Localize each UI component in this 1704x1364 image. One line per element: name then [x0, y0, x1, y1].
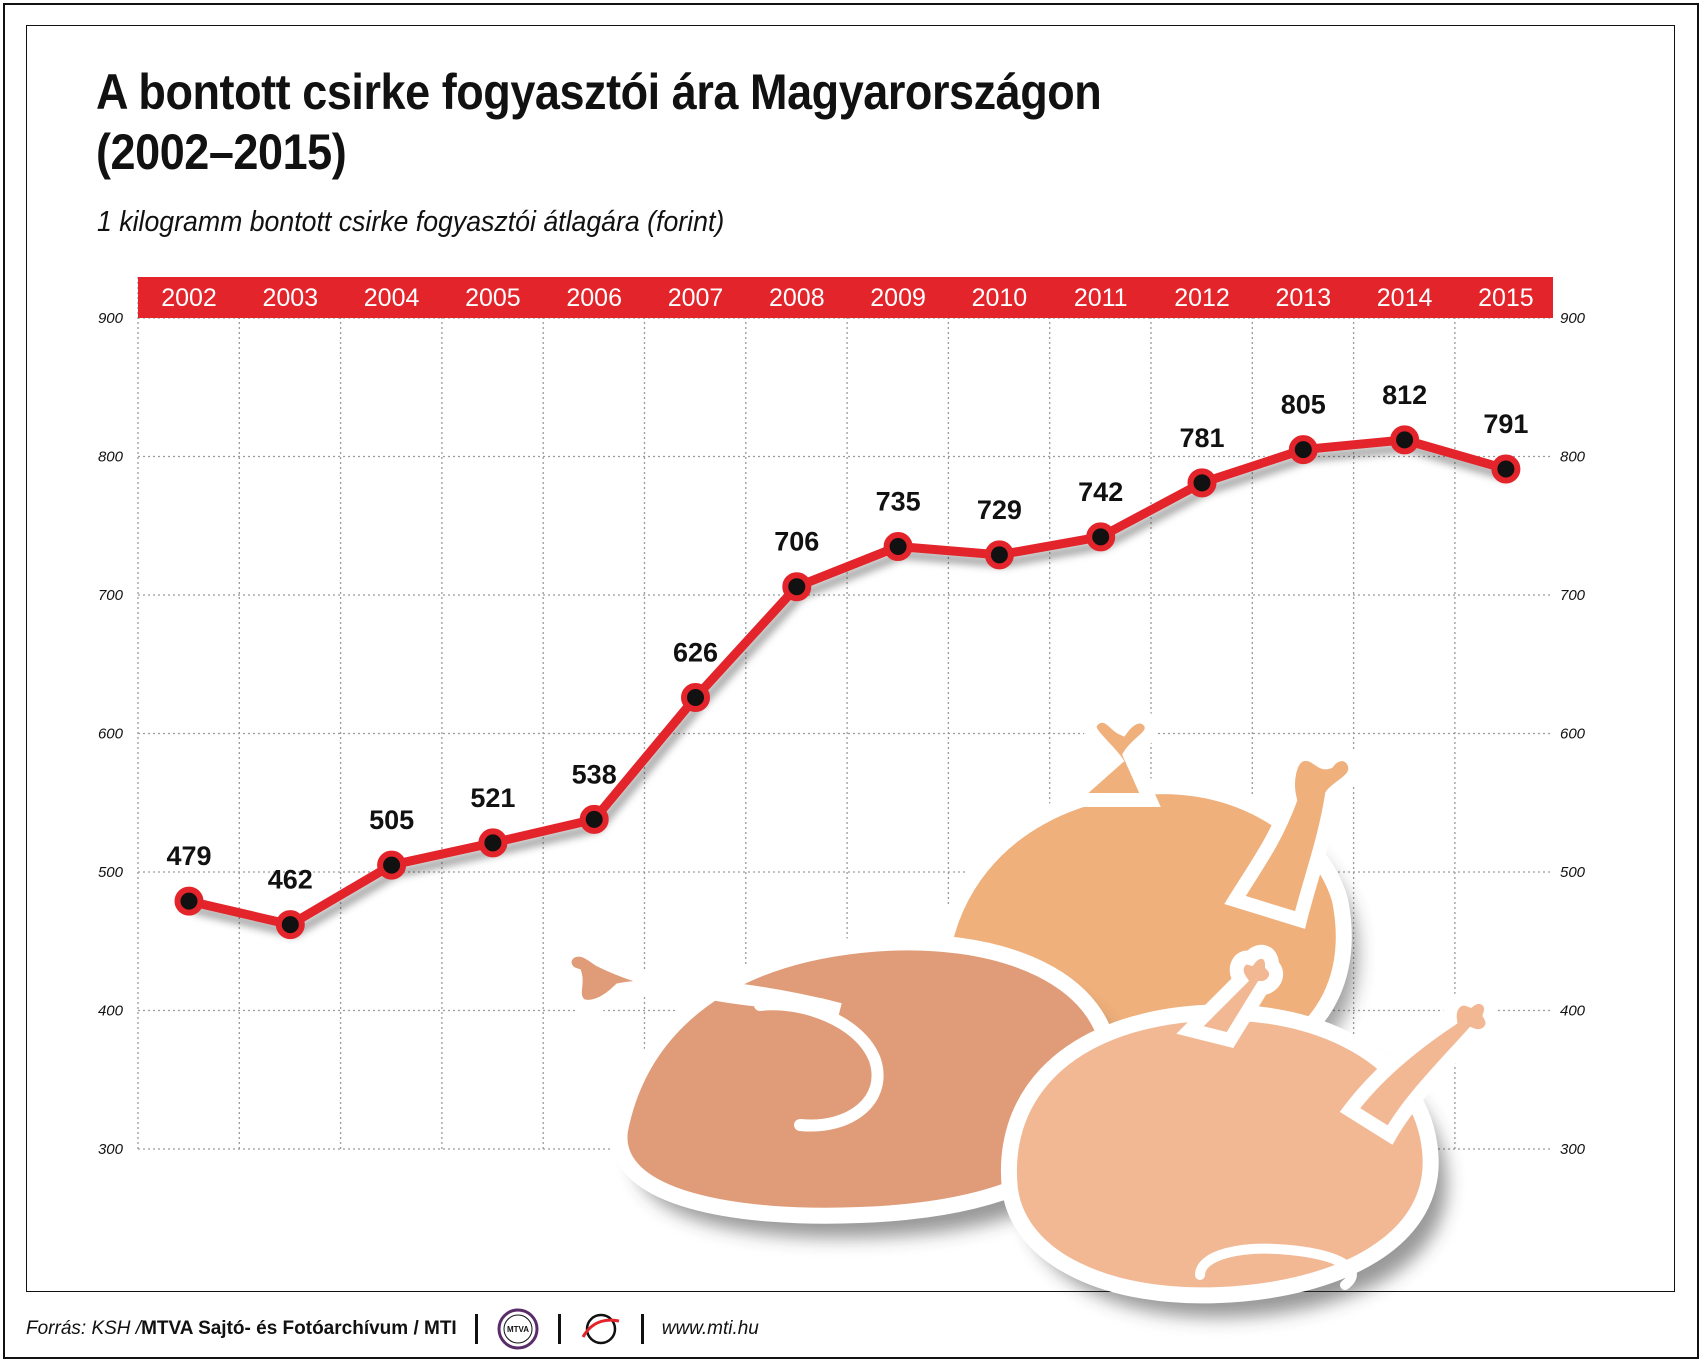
y-tick-label-right: 500 — [1560, 864, 1586, 881]
source-url[interactable]: www.mti.hu — [661, 1318, 759, 1339]
data-label: 626 — [673, 637, 718, 667]
year-band — [138, 277, 1553, 318]
y-tick-label-right: 400 — [1560, 1003, 1586, 1020]
y-tick-label-right: 700 — [1560, 587, 1586, 604]
x-tick-label: 2012 — [1174, 284, 1230, 312]
data-label: 505 — [369, 805, 414, 835]
x-tick-label: 2006 — [566, 284, 622, 312]
outer-frame — [3, 3, 1699, 1359]
mti-logo-icon — [581, 1313, 620, 1345]
data-label: 805 — [1281, 390, 1326, 420]
data-point — [579, 804, 609, 834]
data-label: 729 — [977, 495, 1022, 525]
data-label: 479 — [166, 841, 211, 871]
data-label: 521 — [470, 783, 515, 813]
data-label: 706 — [774, 527, 819, 557]
y-tick-label-left: 900 — [98, 310, 124, 327]
data-point — [681, 682, 710, 712]
data-label: 742 — [1078, 477, 1123, 507]
y-axis-right: 900 800 700 600 500 400 300 — [1560, 310, 1586, 1158]
x-tick-label: 2008 — [769, 284, 825, 312]
footer-divider — [557, 1314, 561, 1344]
chart-title-line-2: (2002–2015) — [96, 124, 347, 180]
data-point — [984, 540, 1014, 570]
x-tick-label: 2007 — [668, 284, 724, 312]
chart-title: A bontott csirke fogyasztói ára Magyaror… — [96, 62, 1102, 182]
footer-divider — [640, 1314, 644, 1344]
source-label: Forrás: KSH / — [26, 1318, 142, 1339]
x-tick-label: 2010 — [972, 284, 1028, 312]
x-tick-label: 2009 — [870, 284, 926, 312]
year-labels: 2002 2003 2004 2005 2006 2007 2008 2009 2010 2011… — [161, 284, 1534, 312]
y-tick-label-right: 900 — [1560, 310, 1586, 327]
x-tick-label: 2015 — [1478, 284, 1534, 312]
data-point — [275, 910, 305, 940]
data-point — [1187, 468, 1217, 498]
data-point — [1390, 425, 1420, 455]
data-label: 462 — [268, 865, 313, 895]
x-tick-label: 2004 — [364, 284, 420, 312]
series-line-shadow — [191, 443, 1512, 938]
footer-divider — [474, 1314, 478, 1344]
x-tick-label: 2013 — [1275, 284, 1331, 312]
y-tick-label-left: 600 — [98, 726, 124, 743]
y-axis-left: 900 800 700 600 500 400 300 — [98, 310, 124, 1158]
data-point — [1491, 454, 1521, 484]
data-point — [478, 828, 508, 858]
x-tick-label: 2014 — [1377, 284, 1433, 312]
y-tick-label-right: 300 — [1560, 1141, 1586, 1158]
data-point — [174, 886, 204, 916]
y-tick-label-left: 300 — [98, 1141, 124, 1158]
x-tick-label: 2002 — [161, 284, 217, 312]
mtva-logo-icon: MTVA — [497, 1308, 539, 1350]
chart-frame — [26, 25, 1675, 1292]
mtva-logo-text: MTVA — [507, 1325, 529, 1334]
y-tick-label-right: 600 — [1560, 726, 1586, 743]
y-tick-label-left: 500 — [98, 864, 124, 881]
data-point — [883, 532, 913, 562]
y-tick-label-left: 400 — [98, 1003, 124, 1020]
x-tick-label: 2003 — [262, 284, 318, 312]
x-tick-label: 2011 — [1074, 284, 1128, 312]
source-org: MTVA Sajtó- és Fotóarchívum / MTI — [141, 1318, 457, 1339]
y-tick-label-right: 800 — [1560, 449, 1586, 466]
data-label: 781 — [1179, 423, 1224, 453]
footer: Forrás: KSH / MTVA Sajtó- és Fotóarchívu… — [26, 1308, 759, 1350]
series-line — [184, 435, 1511, 930]
x-tick-label: 2005 — [465, 284, 521, 312]
y-tick-label-left: 800 — [98, 449, 124, 466]
chicken-illustration — [557, 708, 1500, 1318]
price-series: 479 462 505 521 538 626 706 735 729 742 781 805 812 7… — [166, 380, 1528, 940]
chart-subtitle: 1 kilogramm bontott csirke fogyasztói át… — [97, 206, 725, 238]
data-point — [377, 850, 407, 880]
data-point — [1086, 522, 1116, 552]
data-label: 812 — [1382, 380, 1427, 410]
data-point — [782, 572, 812, 602]
data-label: 735 — [876, 487, 921, 517]
data-point — [1288, 435, 1318, 465]
data-label: 791 — [1483, 409, 1528, 439]
chicken-right-icon — [1000, 944, 1500, 1318]
chart-title-line-1: A bontott csirke fogyasztói ára Magyaror… — [96, 64, 1102, 120]
data-label: 538 — [572, 759, 617, 789]
y-tick-label-left: 700 — [98, 587, 124, 604]
